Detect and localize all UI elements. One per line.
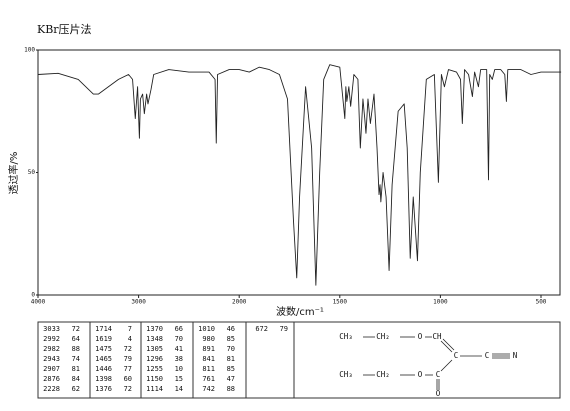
- structure-atom: N: [513, 351, 518, 360]
- peak-wavenumber: 1255: [146, 365, 163, 373]
- y-tick-label: 50: [28, 169, 36, 176]
- peak-transmittance: 4: [128, 335, 132, 343]
- peak-transmittance: 79: [280, 325, 288, 333]
- peak-transmittance: 79: [124, 355, 132, 363]
- structure-atom: CH₃: [339, 370, 353, 379]
- structure-box: [293, 321, 561, 399]
- peak-wavenumber: 1296: [146, 355, 163, 363]
- peak-wavenumber: 2876: [43, 375, 60, 383]
- peak-wavenumber: 1114: [146, 385, 163, 393]
- peak-wavenumber: 1714: [95, 325, 112, 333]
- peak-wavenumber: 1305: [146, 345, 163, 353]
- peak-transmittance: 72: [124, 345, 132, 353]
- peak-transmittance: 88: [72, 345, 80, 353]
- peak-wavenumber: 980: [202, 335, 215, 343]
- peak-transmittance: 62: [72, 385, 80, 393]
- peak-transmittance: 64: [72, 335, 80, 343]
- peak-transmittance: 84: [72, 375, 80, 383]
- peak-transmittance: 46: [227, 325, 235, 333]
- structure-atom: CH₃: [339, 332, 353, 341]
- peak-transmittance: 77: [124, 365, 132, 373]
- peak-transmittance: 38: [175, 355, 183, 363]
- chart-title: KBr压片法: [37, 22, 92, 36]
- peak-transmittance: 70: [175, 335, 183, 343]
- peak-transmittance: 72: [72, 325, 80, 333]
- peak-wavenumber: 761: [202, 375, 215, 383]
- spectrum-line: [37, 64, 562, 286]
- peak-transmittance: 85: [227, 365, 235, 373]
- structure-atom: O: [418, 332, 423, 341]
- peak-wavenumber: 1446: [95, 365, 112, 373]
- peak-wavenumber: 1376: [95, 385, 112, 393]
- y-axis-label: 透过率/%: [7, 152, 20, 195]
- peak-transmittance: 15: [175, 375, 183, 383]
- y-tick-label: 100: [24, 47, 35, 54]
- peak-wavenumber: 1370: [146, 325, 163, 333]
- peak-transmittance: 66: [175, 325, 183, 333]
- peak-wavenumber: 672: [255, 325, 268, 333]
- peak-table-frame: [37, 321, 561, 399]
- structure-atom: CH₂: [376, 332, 390, 341]
- peak-wavenumber: 742: [202, 385, 215, 393]
- peak-wavenumber: 1475: [95, 345, 112, 353]
- bond: [440, 359, 453, 372]
- peak-transmittance: 7: [128, 325, 132, 333]
- peak-transmittance: 81: [227, 355, 235, 363]
- peak-transmittance: 85: [227, 335, 235, 343]
- x-axis-label: 波数/cm⁻¹: [276, 305, 324, 318]
- bond: [440, 340, 453, 353]
- structure-atom: C: [485, 351, 490, 360]
- peak-transmittance: 10: [175, 365, 183, 373]
- x-tick-label: 4000: [31, 299, 46, 306]
- structure-atom: O: [436, 389, 441, 398]
- x-tick-label: 500: [536, 299, 547, 306]
- x-tick-label: 1500: [333, 299, 348, 306]
- peak-wavenumber: 811: [202, 365, 215, 373]
- structure-atom: O: [418, 370, 423, 379]
- structure-atom: C: [436, 370, 441, 379]
- peak-transmittance: 70: [227, 345, 235, 353]
- peak-wavenumber: 2982: [43, 345, 60, 353]
- peak-wavenumber: 2943: [43, 355, 60, 363]
- peak-transmittance: 72: [124, 385, 132, 393]
- plot-frame: [37, 49, 561, 296]
- peak-wavenumber: 841: [202, 355, 215, 363]
- structure-atom: CH: [432, 332, 442, 341]
- y-tick-label: 0: [31, 292, 35, 299]
- peak-wavenumber: 1010: [198, 325, 215, 333]
- table-box: [245, 321, 295, 399]
- x-tick-label: 2000: [232, 299, 247, 306]
- x-tick-label: 1000: [433, 299, 448, 306]
- peak-transmittance: 81: [72, 365, 80, 373]
- peak-wavenumber: 1619: [95, 335, 112, 343]
- structure-atom: CH₂: [376, 370, 390, 379]
- peak-transmittance: 88: [227, 385, 235, 393]
- peak-wavenumber: 1398: [95, 375, 112, 383]
- peak-transmittance: 47: [227, 375, 235, 383]
- peak-wavenumber: 3033: [43, 325, 60, 333]
- bond: [442, 338, 455, 351]
- peak-wavenumber: 1150: [146, 375, 163, 383]
- peak-wavenumber: 2992: [43, 335, 60, 343]
- structure-bonds: [363, 336, 510, 390]
- peak-transmittance: 14: [175, 385, 183, 393]
- peak-transmittance: 60: [124, 375, 132, 383]
- peak-wavenumber: 2907: [43, 365, 60, 373]
- peak-wavenumber: 1465: [95, 355, 112, 363]
- peak-wavenumber: 891: [202, 345, 215, 353]
- peak-wavenumber: 2228: [43, 385, 60, 393]
- peak-wavenumber: 1348: [146, 335, 163, 343]
- table-box: [192, 321, 247, 399]
- structure-atom: C: [454, 351, 459, 360]
- peak-transmittance: 41: [175, 345, 183, 353]
- x-tick-label: 3000: [131, 299, 146, 306]
- peak-transmittance: 74: [72, 355, 80, 363]
